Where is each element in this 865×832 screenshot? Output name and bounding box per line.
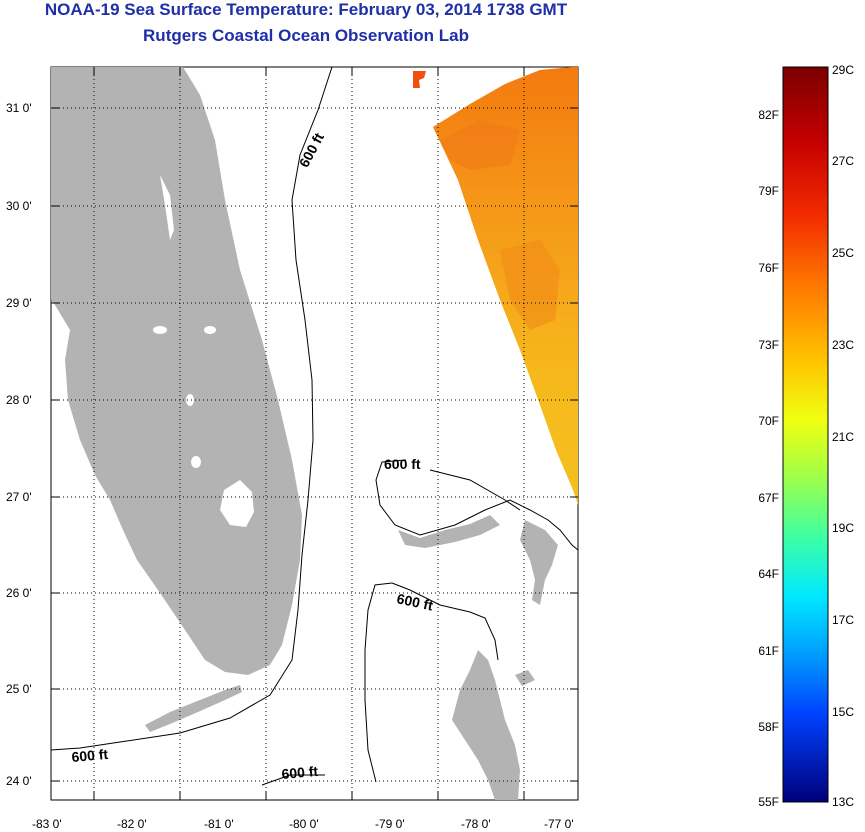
colorbar-f-label: 61F xyxy=(758,644,779,658)
colorbar-f-label: 70F xyxy=(758,414,779,428)
colorbar-c-label: 23C xyxy=(832,338,854,352)
lon-tick-label: -78 0' xyxy=(461,817,491,831)
map-title: NOAA-19 Sea Surface Temperature: Februar… xyxy=(44,0,568,19)
contour-600ft xyxy=(364,582,393,783)
colorbar-f-label: 79F xyxy=(758,184,779,198)
colorbar-c-label: 19C xyxy=(832,521,854,535)
colorbar-c-label: 15C xyxy=(832,705,854,719)
contour-600ft xyxy=(429,469,521,511)
berry-islands xyxy=(515,670,535,686)
sst-swath-warm-patch xyxy=(440,120,520,170)
lat-tick-label: 26 0' xyxy=(6,586,32,600)
lake xyxy=(204,326,216,334)
colorbar-f-label: 55F xyxy=(758,795,779,809)
lake-okeechobee xyxy=(220,480,254,527)
colorbar-c-label: 29C xyxy=(832,63,854,77)
lon-tick-label: -77 0' xyxy=(544,817,574,831)
map-ticks xyxy=(51,67,578,800)
lat-tick-label: 27 0' xyxy=(6,490,32,504)
colorbar-f-label: 64F xyxy=(758,567,779,581)
sst-swath-warm-patch xyxy=(500,240,560,330)
lon-tick-label: -80 0' xyxy=(289,817,319,831)
colorbar-c-label: 27C xyxy=(832,154,854,168)
colorbar-f-label: 82F xyxy=(758,108,779,122)
lake xyxy=(191,456,201,468)
lat-tick-label: 24 0' xyxy=(6,774,32,788)
colorbar-c-label: 17C xyxy=(832,613,854,627)
lat-tick-label: 25 0' xyxy=(6,682,32,696)
contour-600ft xyxy=(391,582,499,661)
colorbar xyxy=(782,66,829,803)
contour-label: 600 ft xyxy=(281,763,319,782)
contour-600ft xyxy=(51,67,333,751)
colorbar-c-label: 21C xyxy=(832,430,854,444)
contour-600ft xyxy=(375,459,578,551)
florida-keys xyxy=(145,685,242,732)
river xyxy=(160,175,174,240)
colorbar-f-label: 67F xyxy=(758,491,779,505)
colorbar-c-label: 13C xyxy=(832,795,854,809)
abaco xyxy=(520,520,558,605)
grand-bahama xyxy=(398,515,500,548)
colorbar-f-label: 58F xyxy=(758,720,779,734)
lake xyxy=(153,326,167,334)
lon-tick-label: -83 0' xyxy=(32,817,62,831)
colorbar-f-label: 76F xyxy=(758,261,779,275)
andros xyxy=(452,650,520,800)
lat-tick-label: 29 0' xyxy=(6,296,32,310)
lat-tick-label: 28 0' xyxy=(6,393,32,407)
lon-tick-label: -82 0' xyxy=(117,817,147,831)
lon-tick-label: -79 0' xyxy=(375,817,405,831)
lon-tick-label: -81 0' xyxy=(204,817,234,831)
colorbar-c-label: 25C xyxy=(832,246,854,260)
contour-label: 600 ft xyxy=(71,746,109,765)
sst-fragment xyxy=(413,71,426,88)
lake xyxy=(186,394,194,406)
contour-label: 600 ft xyxy=(384,456,421,472)
sst-swath xyxy=(433,67,578,505)
map-subtitle: Rutgers Coastal Ocean Observation Lab xyxy=(143,26,469,45)
contour-label: 600 ft xyxy=(395,590,434,613)
contour-600ft xyxy=(261,774,325,786)
lat-tick-label: 31 0' xyxy=(6,101,32,115)
lat-tick-label: 30 0' xyxy=(6,199,32,213)
colorbar-f-label: 73F xyxy=(758,338,779,352)
